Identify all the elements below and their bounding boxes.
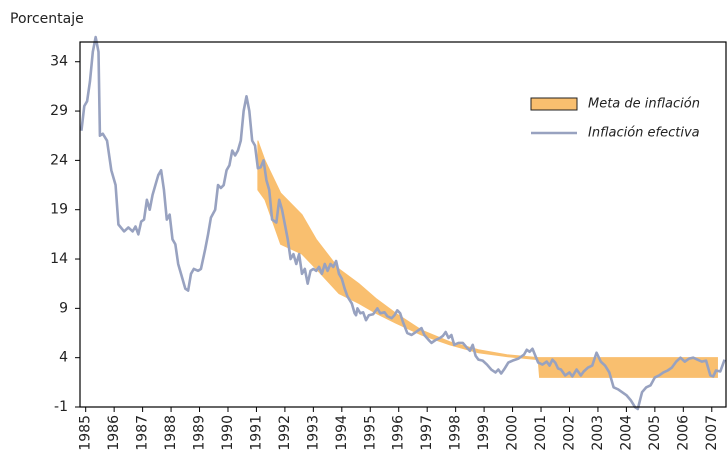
x-tick-label: 1994: [334, 415, 350, 451]
y-tick-label: 34: [50, 54, 68, 70]
x-tick-label: 1989: [192, 415, 208, 451]
legend-swatch: [530, 97, 578, 111]
x-tick-label: 1987: [135, 415, 151, 451]
x-tick-label: 2000: [505, 415, 521, 451]
x-tick-label: 1988: [163, 415, 179, 451]
y-tick-label: 4: [59, 350, 68, 366]
x-tick-label: 1991: [248, 415, 264, 451]
x-tick-label: 1986: [106, 415, 122, 451]
target-band: [257, 140, 718, 378]
x-tick-label: 1999: [476, 415, 492, 451]
x-tick-label: 2002: [561, 415, 577, 451]
y-tick-label: 14: [50, 251, 68, 267]
legend-label: Inflación efectiva: [588, 126, 700, 141]
legend-label: Meta de inflación: [588, 97, 700, 112]
x-tick-label: 1996: [391, 415, 407, 451]
y-tick-label: 19: [50, 202, 68, 218]
inflation-line: [80, 35, 726, 411]
y-tick-label: 24: [50, 152, 68, 168]
x-tick-label: 2004: [618, 415, 634, 451]
x-tick-label: 2006: [675, 415, 691, 451]
y-axis-label: Porcentaje: [10, 11, 84, 27]
x-tick-label: 1998: [448, 415, 464, 451]
plot-frame: [79, 41, 727, 408]
y-tick-label: -1: [54, 399, 68, 415]
x-tick-label: 1985: [78, 415, 94, 451]
x-tick-label: 2007: [704, 415, 720, 451]
x-tick-label: 2001: [533, 415, 549, 451]
x-tick-label: 1997: [419, 415, 435, 451]
x-tick-label: 1992: [277, 415, 293, 451]
x-tick-label: 2003: [590, 415, 606, 451]
x-tick-label: 1995: [362, 415, 378, 451]
x-tick-label: 2005: [647, 415, 663, 451]
x-tick-label: 1993: [305, 415, 321, 451]
x-tick-label: 1990: [220, 415, 236, 451]
y-tick-label: 29: [50, 103, 68, 119]
y-tick-label: 9: [59, 300, 68, 316]
